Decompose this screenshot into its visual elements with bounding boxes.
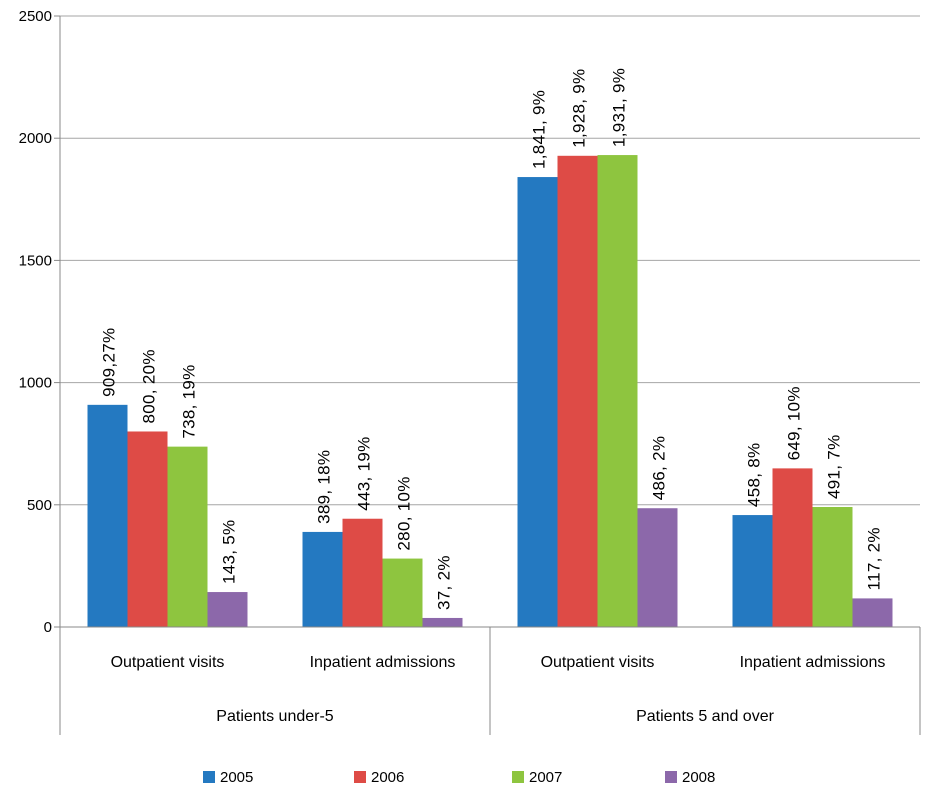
- bar-2005-0: [87, 404, 128, 627]
- data-label: 738, 19%: [180, 364, 199, 438]
- bar-2005-3: [732, 515, 773, 627]
- data-label: 1,841, 9%: [530, 90, 549, 169]
- data-label: 1,928, 9%: [570, 69, 589, 148]
- bar-2008-1: [422, 617, 463, 627]
- legend-item-2005: 2005: [203, 769, 253, 786]
- data-label: 800, 20%: [140, 349, 159, 423]
- y-tick-label: 2000: [19, 130, 52, 147]
- category-label: Outpatient visits: [541, 654, 655, 671]
- bar-2005-1: [302, 531, 343, 627]
- bar-2007-3: [812, 506, 853, 627]
- bars: [87, 155, 893, 627]
- axes: [59, 16, 921, 735]
- bar-2006-2: [557, 155, 598, 627]
- legend-item-2007: 2007: [512, 769, 562, 786]
- legend-item-2008: 2008: [665, 769, 715, 786]
- data-label: 280, 10%: [395, 476, 414, 550]
- bar-2008-3: [852, 598, 893, 627]
- data-label: 389, 18%: [315, 450, 334, 524]
- y-tick-label: 1500: [19, 252, 52, 269]
- data-label: 143, 5%: [220, 520, 239, 584]
- y-tick-label: 500: [27, 497, 52, 514]
- group-label: Patients under-5: [216, 708, 334, 725]
- bar-2008-2: [637, 508, 678, 627]
- data-label: 649, 10%: [785, 386, 804, 460]
- data-label: 117, 2%: [865, 527, 884, 590]
- category-labels: Outpatient visits Inpatient admissions Out…: [111, 654, 886, 725]
- data-label: 443, 19%: [355, 436, 374, 510]
- bar-2007-0: [167, 446, 208, 627]
- bar-2006-3: [772, 468, 813, 627]
- data-label: 486, 2%: [650, 436, 669, 500]
- group-label: Patients 5 and over: [636, 708, 775, 725]
- legend-label: 2008: [682, 769, 715, 786]
- legend-swatch: [512, 771, 524, 783]
- y-tick-label: 2500: [19, 8, 52, 25]
- bar-2008-0: [207, 592, 248, 627]
- y-axis-ticks: 0 500 1000 1500 2000 2500: [19, 8, 60, 636]
- legend-swatch: [354, 771, 366, 783]
- data-label: 37, 2%: [435, 555, 454, 610]
- bar-2007-2: [597, 155, 638, 627]
- category-label: Inpatient admissions: [310, 654, 456, 671]
- category-label: Outpatient visits: [111, 654, 225, 671]
- bar-2005-2: [517, 177, 558, 627]
- data-label: 1,931, 9%: [610, 68, 629, 147]
- legend-swatch: [203, 771, 215, 783]
- legend-label: 2006: [371, 769, 404, 786]
- legend-swatch: [665, 771, 677, 783]
- bar-2006-1: [342, 518, 383, 627]
- legend-label: 2005: [220, 769, 253, 786]
- legend-label: 2007: [529, 769, 562, 786]
- data-label: 909,27%: [100, 328, 119, 397]
- category-label: Inpatient admissions: [740, 654, 886, 671]
- y-tick-label: 0: [44, 619, 52, 636]
- data-label: 491, 7%: [825, 435, 844, 499]
- data-label: 458, 8%: [745, 443, 764, 507]
- y-tick-label: 1000: [19, 375, 52, 392]
- bar-2007-1: [382, 558, 423, 627]
- legend: 2005 2006 2007 2008: [203, 769, 715, 786]
- data-labels: 909,27% 389, 18% 1,841, 9% 458, 8% 800, 20% 4…: [100, 68, 884, 610]
- legend-item-2006: 2006: [354, 769, 404, 786]
- bar-2006-0: [127, 431, 168, 627]
